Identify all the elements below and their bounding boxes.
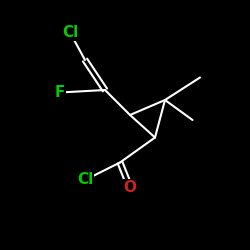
Text: Cl: Cl bbox=[62, 25, 78, 40]
Text: Cl: Cl bbox=[77, 172, 93, 188]
Text: O: O bbox=[124, 180, 136, 195]
Text: F: F bbox=[55, 85, 65, 100]
